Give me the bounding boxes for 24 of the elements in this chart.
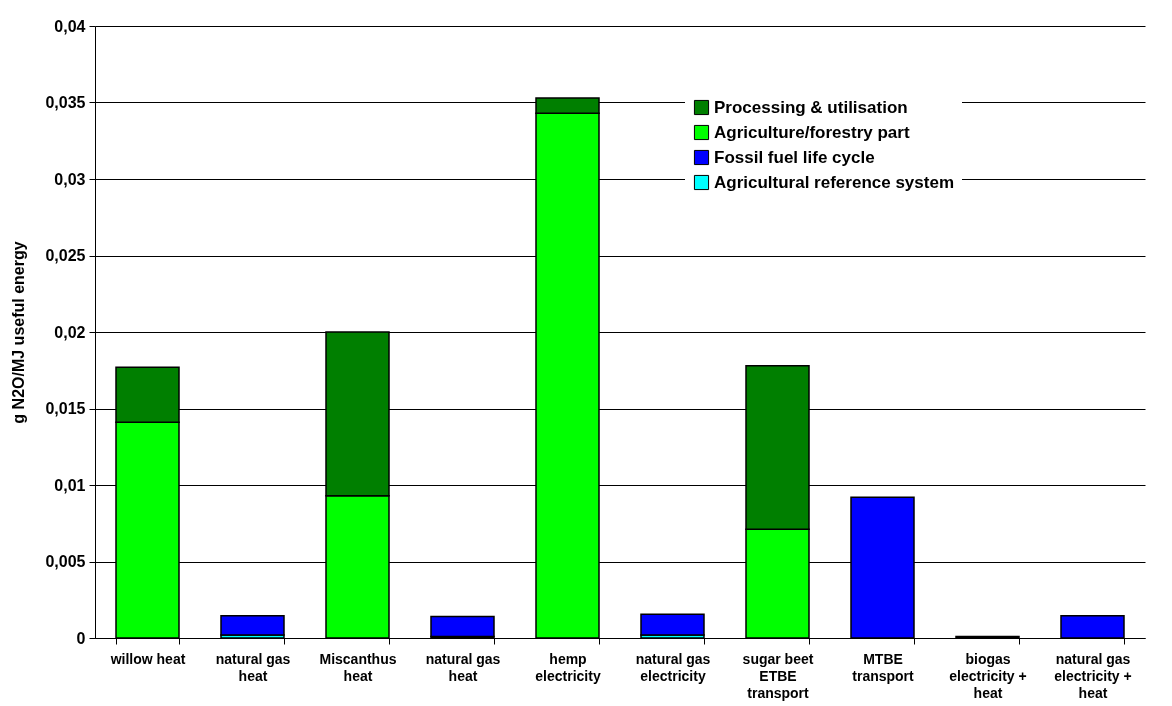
y-tick-label: 0,035 [45, 94, 86, 111]
legend-label: Agriculture/forestry part [714, 122, 910, 142]
legend-label: Agricultural reference system [714, 172, 954, 192]
y-tick-label: 0,005 [45, 553, 86, 570]
y-tick-label: 0 [76, 629, 86, 647]
x-tick-label: natural gas electricity + heat [1054, 650, 1132, 701]
y-axis-title: g N2O/MJ useful energy [10, 241, 28, 424]
x-tick-label: MTBE transport [852, 650, 915, 684]
x-tick-label: biogas electricity + heat [949, 650, 1027, 701]
y-tick-label: 0,02 [54, 323, 86, 341]
y-tick-label: 0,025 [45, 247, 86, 264]
y-tick-label: 0,01 [54, 476, 86, 494]
x-tick-label: hemp electricity [535, 650, 601, 684]
y-tick-label: 0,015 [45, 400, 86, 417]
y-tick-label: 0,04 [54, 17, 86, 35]
y-tick-label: 0,03 [54, 170, 86, 188]
legend-label: Fossil fuel life cycle [714, 147, 875, 167]
x-tick-label: Miscanthus heat [319, 650, 397, 684]
x-tick-label: natural gas heat [215, 650, 291, 684]
x-tick-label: sugar beet ETBE transport [742, 650, 814, 701]
x-tick-label: natural gas electricity [635, 650, 711, 684]
legend-label: Processing & utilisation [714, 97, 908, 117]
x-tick-label: natural gas heat [425, 650, 501, 684]
x-tick-label: willow heat [109, 650, 186, 667]
